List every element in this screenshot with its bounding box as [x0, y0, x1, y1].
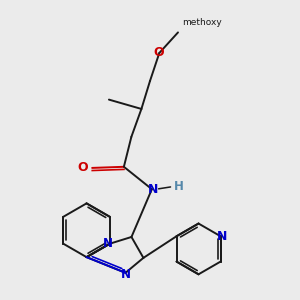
Text: O: O [77, 161, 88, 174]
Text: N: N [103, 237, 113, 250]
Text: N: N [217, 230, 228, 243]
Text: H: H [174, 180, 184, 193]
Text: methoxy: methoxy [182, 18, 222, 27]
Text: N: N [121, 268, 131, 281]
Text: O: O [153, 46, 164, 59]
Text: N: N [147, 183, 158, 196]
